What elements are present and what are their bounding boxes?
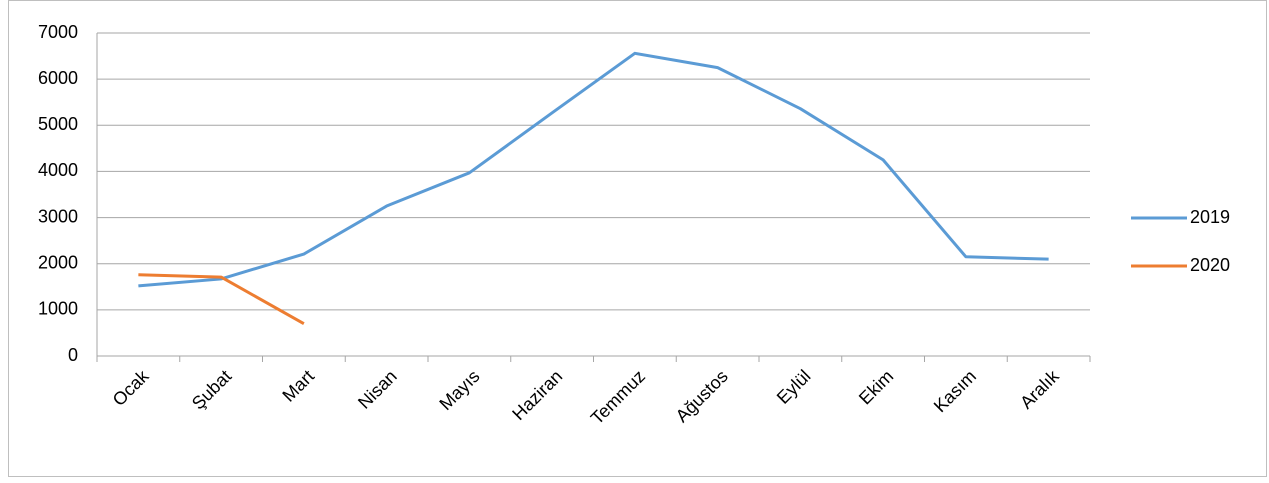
line-series <box>138 273 305 326</box>
y-tick-label: 6000 <box>38 68 78 88</box>
y-tick-label: 0 <box>68 345 78 365</box>
chart-border <box>8 0 1267 477</box>
legend-label: 2019 <box>1190 207 1230 227</box>
legend-label: 2020 <box>1190 255 1230 275</box>
y-tick-label: 5000 <box>38 114 78 134</box>
y-tick-label: 2000 <box>38 252 78 272</box>
line-series <box>138 51 1049 288</box>
y-tick-label: 3000 <box>38 206 78 226</box>
y-tick-label: 7000 <box>38 22 78 42</box>
y-tick-label: 4000 <box>38 160 78 180</box>
y-tick-label: 1000 <box>38 299 78 319</box>
